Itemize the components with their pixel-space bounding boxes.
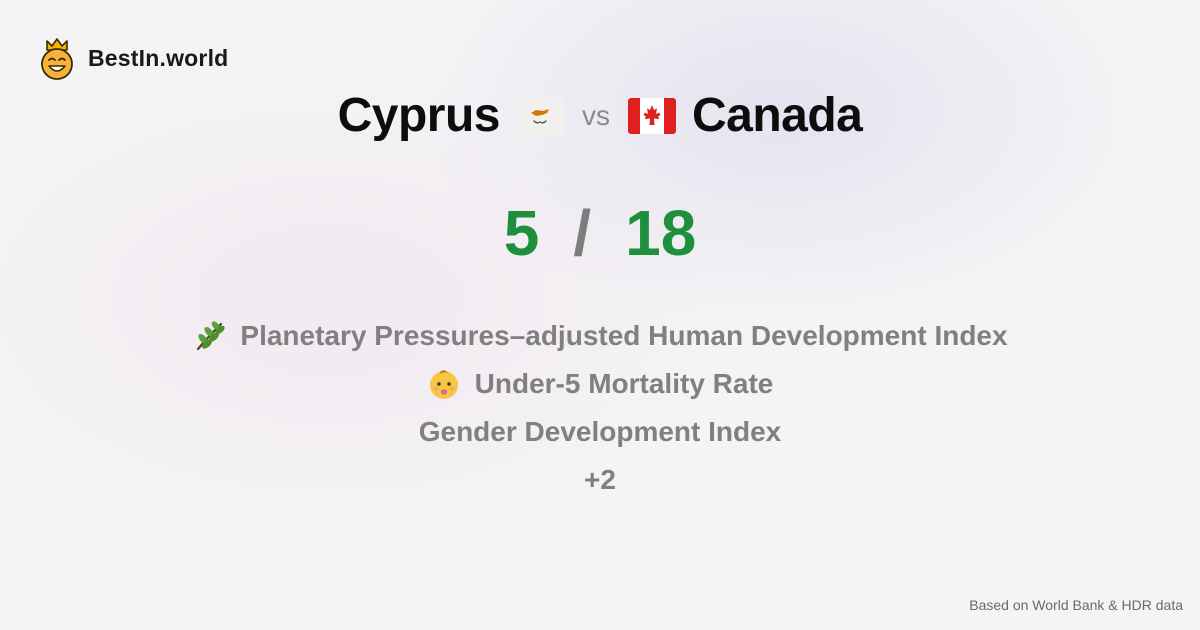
score-separator: / [573,197,592,269]
metric-label: +2 [584,464,616,495]
metric-item[interactable]: Under-5 Mortality Rate [427,360,774,408]
baby-icon [429,370,458,399]
brand[interactable]: BestIn.world [38,36,228,80]
metrics-list: Planetary Pressures–adjusted Human Devel… [0,312,1200,504]
vs-separator: vs [581,99,610,131]
crowned-smiley-icon [41,38,73,80]
score-left: 5 [503,197,540,269]
more-metrics-count[interactable]: +2 [584,456,616,504]
cyprus-flag-icon [515,97,564,134]
country-right-name[interactable]: Canada [691,89,863,142]
metric-item[interactable]: Gender Development Index [419,408,782,456]
canada-flag-icon [627,97,676,134]
herb-icon [197,321,226,351]
country-left-name[interactable]: Cyprus [337,89,501,142]
metric-label: Under-5 Mortality Rate [474,368,774,399]
brand-name: BestIn.world [88,44,229,71]
metric-label: Planetary Pressures–adjusted Human Devel… [240,320,1008,351]
metric-item[interactable]: Planetary Pressures–adjusted Human Devel… [192,312,1008,360]
comparison-title: Cyprus vs Canada [0,88,1200,143]
score-row: 5 / 18 [0,196,1200,270]
data-source-note: Based on World Bank & HDR data [969,597,1183,613]
metric-label: Gender Development Index [418,416,782,447]
score-right: 18 [625,197,697,269]
